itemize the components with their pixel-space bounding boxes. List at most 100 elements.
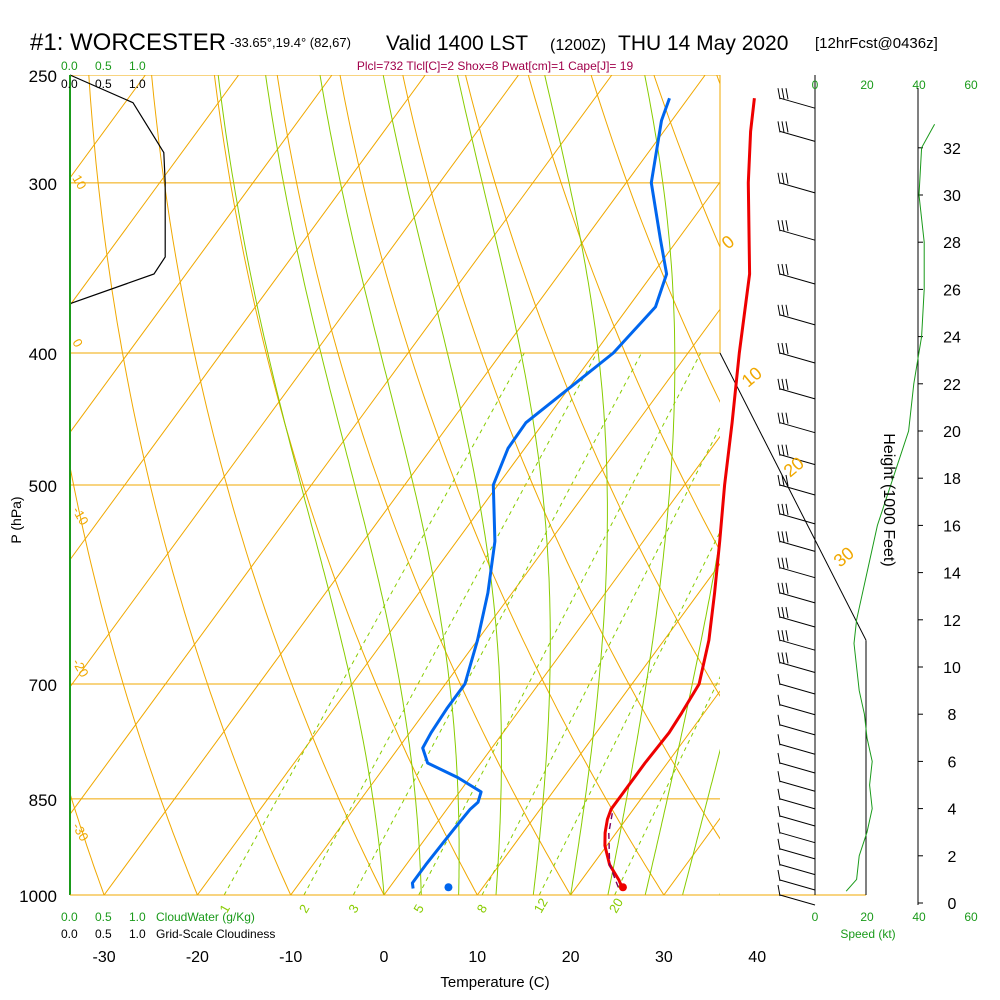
- cloudwater-label: CloudWater (g/Kg): [156, 910, 255, 924]
- wind-barb: [777, 88, 816, 109]
- wind-barb-flag: [781, 220, 785, 232]
- height-tick-label: 8: [948, 707, 957, 724]
- wind-barb-flag: [781, 503, 785, 515]
- wind-barb: [777, 714, 816, 736]
- temperature-line: [603, 98, 756, 888]
- height-tick-label: 20: [943, 424, 961, 441]
- pressure-tick-label: 850: [29, 791, 57, 810]
- isotherm-line: [476, 563, 720, 895]
- mixing-ratio-line: [352, 352, 643, 895]
- wind-barb-staff: [779, 864, 816, 876]
- height-tick-label: 10: [943, 660, 961, 677]
- wind-barb-staff: [779, 780, 816, 792]
- wind-barb-flag: [777, 606, 781, 619]
- station-title: #1: WORCESTER: [30, 29, 226, 56]
- wind-barb-flag: [785, 630, 789, 642]
- temperature-tick-label: 30: [655, 949, 673, 966]
- dry-adiabat-line: [70, 464, 198, 895]
- wind-barb-staff: [779, 724, 816, 736]
- wind-barb-flag: [777, 822, 781, 834]
- adiabat-label-right: 30: [830, 543, 858, 571]
- moist-adiabat-line: [682, 748, 720, 895]
- moist-adiabat-line: [456, 75, 551, 895]
- wind-barb: [777, 652, 816, 673]
- wind-barb-staff: [779, 454, 816, 466]
- wind-barb-flag: [777, 582, 781, 594]
- pressure-tick-label: 250: [29, 67, 57, 86]
- height-tick-label: 12: [943, 613, 961, 630]
- wind-barb: [777, 503, 816, 525]
- wind-barb: [777, 220, 816, 241]
- wind-barb-staff: [779, 815, 816, 827]
- chart-labels: #1: WORCESTER -33.65°,19.4° (82,67) Vali…: [8, 29, 978, 991]
- moist-adiabat-line: [382, 75, 502, 895]
- wind-barb-flag: [777, 838, 781, 850]
- cloudwater-tick-bottom: 0.5: [95, 910, 112, 924]
- wind-barb-flag: [785, 172, 789, 184]
- wind-barb-flag: [777, 304, 781, 316]
- height-tick-label: 14: [943, 566, 961, 583]
- moist-adiabat-line: [544, 75, 608, 895]
- wind-barb: [777, 121, 816, 142]
- wind-barb-flag: [781, 342, 785, 355]
- wind-barb-staff: [779, 848, 816, 860]
- wind-barb-flag: [777, 88, 781, 100]
- mixing-ratio-line: [614, 675, 720, 895]
- wind-barb-staff: [779, 762, 816, 774]
- wind-barb-flag: [777, 752, 781, 765]
- temperature-tick-label: 20: [562, 949, 580, 966]
- speed-tick-top: 20: [860, 78, 874, 92]
- wind-barb-flag: [781, 444, 785, 456]
- wind-barb: [777, 304, 816, 326]
- adiabat-label-left: -20: [69, 656, 91, 680]
- wind-barb-flag: [777, 714, 781, 726]
- mixing-ratio-label: 2: [296, 902, 313, 916]
- wind-barb-staff: [779, 567, 816, 579]
- wind-barb: [777, 474, 816, 496]
- adiabat-label-right: 20: [780, 453, 808, 481]
- temperature-tick-label: -20: [186, 949, 209, 966]
- wind-barb-staff: [779, 182, 816, 194]
- height-axis-label: Height (1000 Feet): [880, 433, 897, 566]
- wind-barb-staff: [779, 832, 816, 844]
- wind-barb-flag: [777, 557, 781, 569]
- moist-adiabat-line: [644, 537, 720, 895]
- mixing-ratio-line: [418, 352, 702, 895]
- wind-barb-flag: [785, 557, 789, 569]
- temperature-tick-label: 10: [468, 949, 486, 966]
- wind-barb: [777, 557, 816, 579]
- adiabat-label-left: 0: [69, 336, 86, 350]
- wind-barb-flag: [781, 121, 785, 133]
- temperature-tick-label: -10: [279, 949, 302, 966]
- forecast-tag: [12hrFcst@0436z]: [815, 35, 938, 52]
- cloudwater-tick-top: 0.0: [61, 59, 78, 73]
- moist-adiabat-line: [719, 892, 720, 895]
- wind-barb: [777, 752, 816, 774]
- wind-barb-flag: [777, 771, 781, 783]
- wind-barb-flag: [785, 444, 789, 456]
- moist-adiabat-line: [265, 75, 422, 895]
- temperature-tick-label: -30: [93, 949, 116, 966]
- speed-tick-bottom: 40: [912, 910, 926, 924]
- cloud-cover-area: [69, 74, 166, 353]
- height-tick-label: 2: [948, 849, 957, 866]
- wind-barb-flag: [777, 531, 781, 543]
- height-tick-label: 28: [943, 235, 961, 252]
- pressure-tick-label: 300: [29, 175, 57, 194]
- wind-barb-flag: [781, 652, 785, 664]
- wind-barb-staff: [779, 704, 816, 716]
- cloudiness-tick-bottom: 0.5: [95, 927, 112, 941]
- wind-barb-staff: [779, 879, 816, 891]
- wind-barb-flag: [777, 474, 781, 487]
- wind-barb-staff: [779, 314, 816, 326]
- wind-barb: [777, 342, 816, 364]
- adiabat-label-right: 10: [738, 363, 766, 391]
- wind-barb-staff: [779, 513, 816, 525]
- wind-barb: [777, 838, 816, 860]
- dry-adiabat-line: [213, 75, 478, 895]
- dry-adiabat-line: [832, 51, 1000, 924]
- cloudiness-label: Grid-Scale Cloudiness: [156, 927, 275, 941]
- dry-adiabat-line: [88, 75, 292, 895]
- pressure-tick-label: 500: [29, 477, 57, 496]
